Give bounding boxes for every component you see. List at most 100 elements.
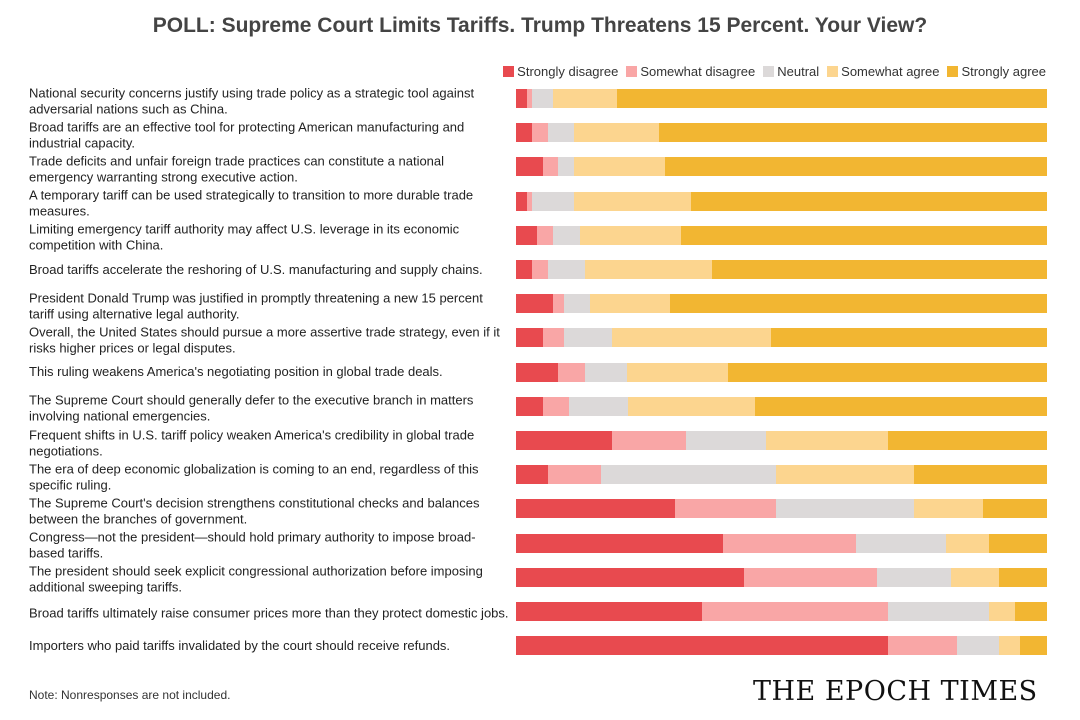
legend-label: Somewhat agree bbox=[841, 64, 940, 79]
bar-segment bbox=[563, 294, 591, 314]
category-label: The era of deep economic globalization i… bbox=[29, 461, 479, 493]
legend-item: Neutral bbox=[763, 64, 819, 79]
bar-segment bbox=[537, 225, 554, 245]
bar-row: Overall, the United States should pursue… bbox=[29, 323, 1047, 355]
category-label: Limiting emergency tariff authority may … bbox=[29, 221, 460, 253]
bar-segment bbox=[526, 89, 532, 108]
bar-segment bbox=[547, 260, 585, 279]
bar-row: A temporary tariff can be used strategic… bbox=[29, 187, 1047, 219]
bar-segment bbox=[914, 499, 984, 519]
bar-segment bbox=[691, 191, 1047, 211]
bar-segment bbox=[574, 191, 692, 211]
bar-segment bbox=[531, 89, 554, 108]
bar-segment bbox=[627, 362, 729, 382]
stacked-bar bbox=[516, 431, 1047, 450]
bar-segment bbox=[558, 362, 586, 382]
bar-segment bbox=[585, 362, 628, 382]
bar-segment bbox=[585, 260, 713, 279]
bar-segment bbox=[855, 533, 947, 553]
category-label: Frequent shifts in U.S. tariff policy we… bbox=[29, 427, 475, 459]
bar-segment bbox=[590, 294, 670, 314]
stacked-bar bbox=[516, 499, 1047, 519]
bar-segment bbox=[988, 602, 1016, 621]
bar-segment bbox=[914, 465, 1047, 485]
footnote: Note: Nonresponses are not included. bbox=[29, 688, 231, 702]
bar-segment bbox=[723, 533, 856, 553]
category-label: The Supreme Court's decision strengthens… bbox=[29, 495, 480, 527]
bar-segment bbox=[574, 157, 665, 177]
bar-segment bbox=[988, 533, 1047, 553]
legend-label: Somewhat disagree bbox=[640, 64, 756, 79]
bar-segment bbox=[956, 636, 1000, 656]
bar-segment bbox=[542, 328, 564, 348]
bar-segment bbox=[675, 499, 777, 519]
bar-segment bbox=[616, 89, 1047, 108]
bar-segment bbox=[701, 602, 888, 621]
category-label: Broad tariffs are an effective tool for … bbox=[29, 119, 465, 151]
legend-swatch bbox=[763, 66, 775, 77]
bar-row: Broad tariffs ultimately raise consumer … bbox=[29, 597, 1047, 626]
bar-segment bbox=[516, 499, 676, 519]
bar-segment bbox=[685, 431, 766, 450]
bar-segment bbox=[516, 191, 527, 211]
bar-segment bbox=[999, 567, 1047, 587]
bar-segment bbox=[553, 294, 564, 314]
stacked-bar bbox=[516, 225, 1047, 245]
bar-segment bbox=[569, 396, 628, 416]
bar-row: The president should seek explicit congr… bbox=[29, 563, 1047, 595]
bar-segment bbox=[563, 328, 612, 348]
bar-row: Frequent shifts in U.S. tariff policy we… bbox=[29, 426, 1047, 458]
bar-segment bbox=[516, 123, 532, 143]
stacked-bar bbox=[516, 567, 1047, 587]
bar-row: Importers who paid tariffs invalidated b… bbox=[29, 631, 1047, 660]
bar-row: Limiting emergency tariff authority may … bbox=[29, 221, 1047, 253]
stacked-bar bbox=[516, 191, 1047, 211]
bar-row: The Supreme Court should generally defer… bbox=[29, 392, 1047, 424]
bar-segment bbox=[579, 225, 681, 245]
bar-segment bbox=[999, 636, 1021, 656]
legend-item: Strongly disagree bbox=[503, 64, 618, 79]
stacked-bar bbox=[516, 294, 1047, 314]
bar-segment bbox=[744, 567, 878, 587]
stacked-bar bbox=[516, 533, 1047, 553]
bar-segment bbox=[553, 89, 617, 108]
bar-segment bbox=[887, 602, 989, 621]
bar-segment bbox=[531, 123, 548, 143]
legend-label: Strongly disagree bbox=[517, 64, 619, 79]
legend-item: Somewhat disagree bbox=[626, 64, 755, 79]
bar-row: This ruling weakens America's negotiatin… bbox=[29, 358, 1047, 387]
legend-swatch bbox=[503, 66, 515, 77]
bar-segment bbox=[946, 533, 989, 553]
bar-segment bbox=[516, 636, 888, 656]
bar-segment bbox=[659, 123, 1047, 143]
bar-segment bbox=[553, 225, 580, 245]
bar-segment bbox=[542, 396, 570, 416]
bar-segment bbox=[516, 294, 554, 314]
category-label: Congress—not the president—should hold p… bbox=[29, 529, 476, 561]
bar-row: Broad tariffs are an effective tool for … bbox=[29, 118, 1047, 150]
bar-row: President Donald Trump was justified in … bbox=[29, 289, 1047, 321]
bar-segment bbox=[516, 396, 543, 416]
category-label: Importers who paid tariffs invalidated b… bbox=[29, 637, 451, 653]
bar-segment bbox=[680, 225, 1047, 245]
bar-segment bbox=[516, 89, 527, 108]
bar-segment bbox=[611, 328, 771, 348]
stacked-bar bbox=[516, 362, 1047, 382]
bar-segment bbox=[516, 225, 538, 245]
bar-segment bbox=[516, 602, 702, 621]
stacked-bar bbox=[516, 157, 1047, 177]
bar-row: The Supreme Court's decision strengthens… bbox=[29, 494, 1047, 526]
bar-segment bbox=[765, 431, 888, 450]
category-label: This ruling weakens America's negotiatin… bbox=[29, 364, 443, 380]
bar-segment bbox=[531, 260, 548, 279]
legend-swatch bbox=[947, 66, 959, 77]
bar-segment bbox=[1020, 636, 1047, 656]
legend: Strongly disagree Somewhat disagree Neutra… bbox=[503, 64, 1046, 79]
bar-segment bbox=[664, 157, 1047, 177]
legend-item: Strongly agree bbox=[947, 64, 1046, 79]
legend-label: Strongly agree bbox=[961, 64, 1046, 79]
bar-segment bbox=[516, 328, 543, 348]
bar-segment bbox=[887, 431, 1047, 450]
category-label: Trade deficits and unfair foreign trade … bbox=[29, 153, 445, 185]
bar-segment bbox=[516, 567, 745, 587]
